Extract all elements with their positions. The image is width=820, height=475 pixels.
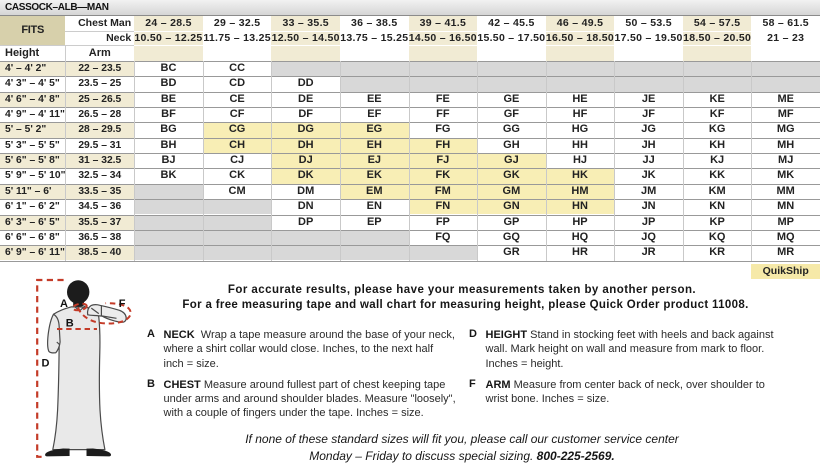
svg-text:A: A	[60, 298, 68, 310]
svg-text:B: B	[66, 318, 74, 330]
svg-text:D: D	[42, 358, 50, 370]
svg-text:F: F	[119, 298, 126, 310]
